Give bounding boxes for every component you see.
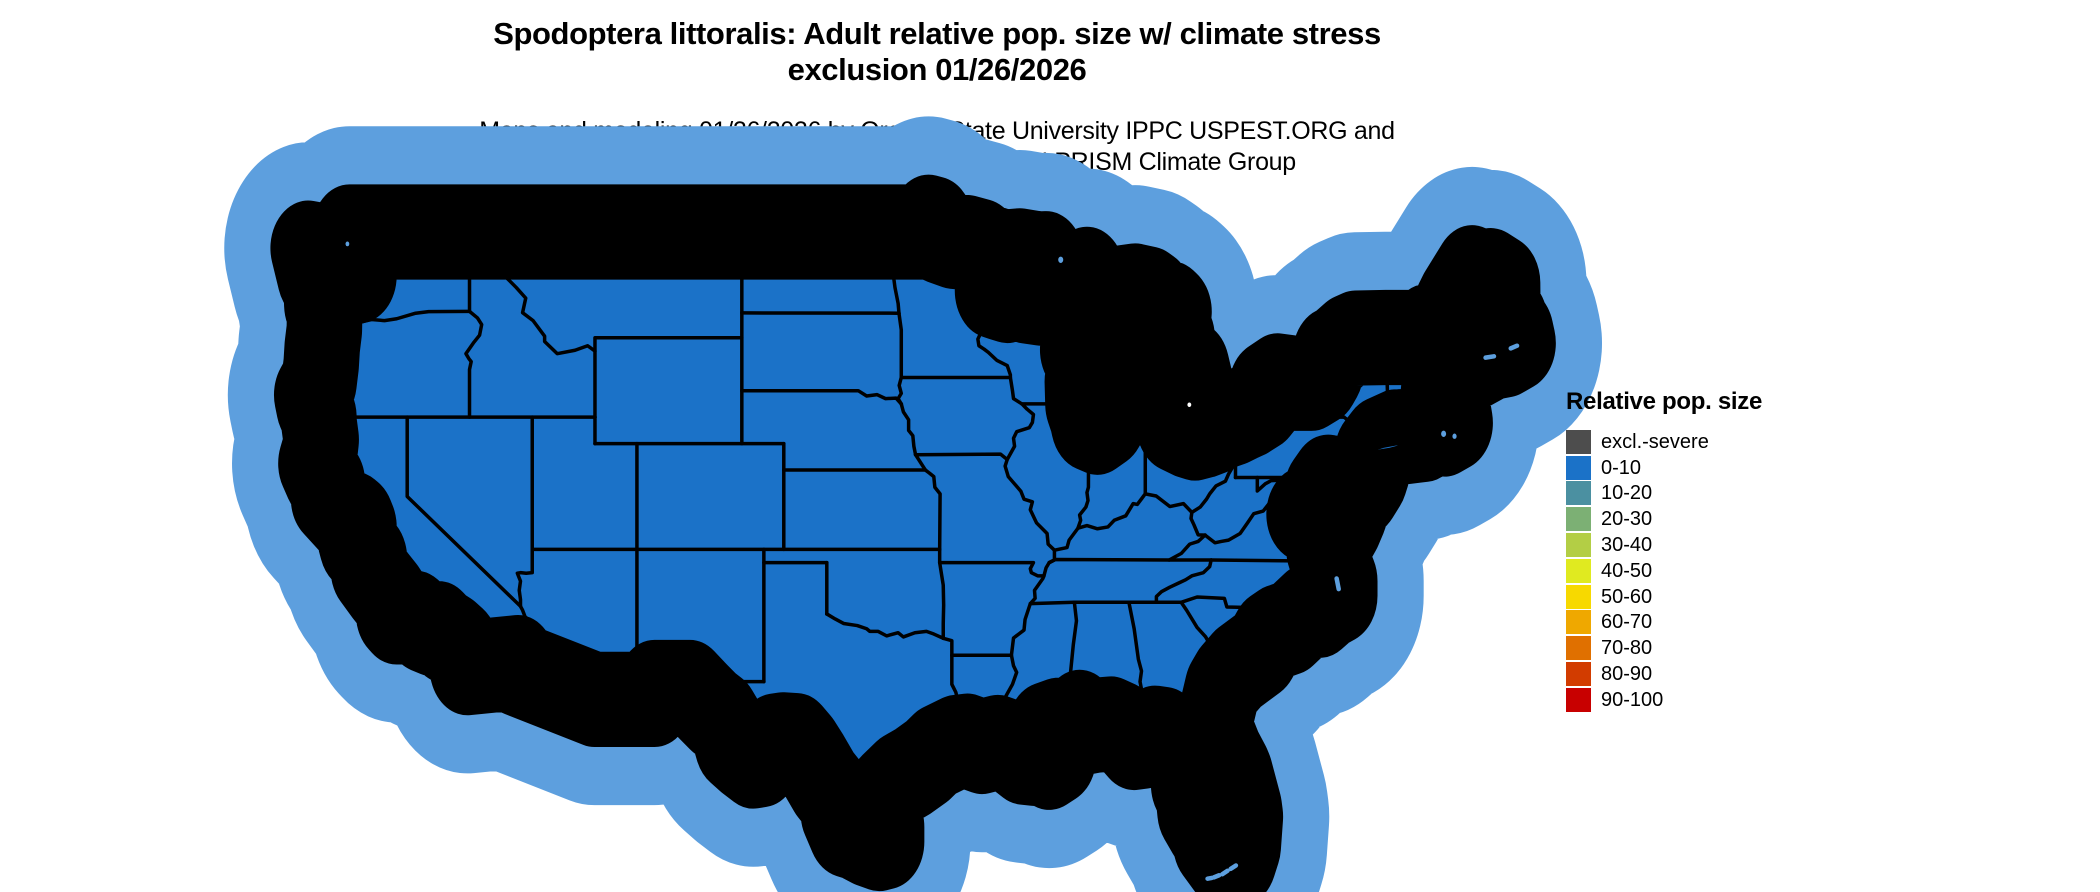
legend: Relative pop. size excl.-severe 0-10 10-20… [1566, 388, 1762, 713]
legend-row: 70-80 [1566, 635, 1762, 661]
legend-label: 50-60 [1601, 585, 1653, 608]
legend-row: 80-90 [1566, 661, 1762, 687]
maine-coast-fringe [1486, 346, 1517, 358]
legend-swatch [1566, 558, 1591, 583]
long-island [1372, 442, 1416, 453]
legend-label: 20-30 [1601, 508, 1653, 531]
legend-label: 80-90 [1601, 663, 1653, 686]
marthas-vineyard-island [1441, 430, 1447, 437]
legend-entries: excl.-severe 0-10 10-20 20-30 30-40 40-50 50-6… [1566, 429, 1762, 713]
legend-swatch [1566, 533, 1591, 558]
page-title: Spodoptera littoralis: Adult relative po… [337, 16, 1537, 88]
outer-banks-fringe [1337, 578, 1339, 589]
legend-row: 20-30 [1566, 506, 1762, 532]
legend-title: Relative pop. size [1566, 388, 1762, 415]
legend-label: 30-40 [1601, 534, 1653, 557]
legend-swatch [1566, 507, 1591, 532]
legend-row: excl.-severe [1566, 429, 1762, 455]
nantucket-island [1452, 433, 1457, 439]
legend-label: 70-80 [1601, 637, 1653, 660]
legend-row: 60-70 [1566, 610, 1762, 636]
legend-swatch [1566, 481, 1591, 506]
puget-sound-island [345, 241, 350, 247]
legend-label: 40-50 [1601, 559, 1653, 582]
legend-row: 10-20 [1566, 481, 1762, 507]
legend-swatch [1566, 662, 1591, 687]
legend-row: 50-60 [1566, 584, 1762, 610]
legend-swatch [1566, 687, 1591, 712]
lake-st-clair [1186, 401, 1192, 408]
legend-swatch [1566, 610, 1591, 635]
legend-label: 10-20 [1601, 482, 1653, 505]
lake-superior-isle-royale [1058, 256, 1064, 263]
legend-label: 0-10 [1601, 456, 1642, 479]
legend-label: 90-100 [1601, 688, 1664, 711]
legend-row: 40-50 [1566, 558, 1762, 584]
legend-swatch [1566, 429, 1591, 454]
legend-row: 90-100 [1566, 687, 1762, 713]
legend-row: 0-10 [1566, 455, 1762, 481]
legend-swatch [1566, 455, 1591, 480]
title-line-1: Spodoptera littoralis: Adult relative po… [493, 16, 1381, 51]
legend-row: 30-40 [1566, 532, 1762, 558]
legend-swatch [1566, 636, 1591, 661]
florida-keys [1208, 865, 1236, 878]
coastal-water-details [1208, 346, 1517, 879]
title-line-2: exclusion 01/26/2026 [787, 52, 1087, 87]
legend-label: 60-70 [1601, 611, 1653, 634]
legend-swatch [1566, 584, 1591, 609]
coastal-islands [345, 241, 1457, 439]
legend-label: excl.-severe [1601, 430, 1709, 453]
